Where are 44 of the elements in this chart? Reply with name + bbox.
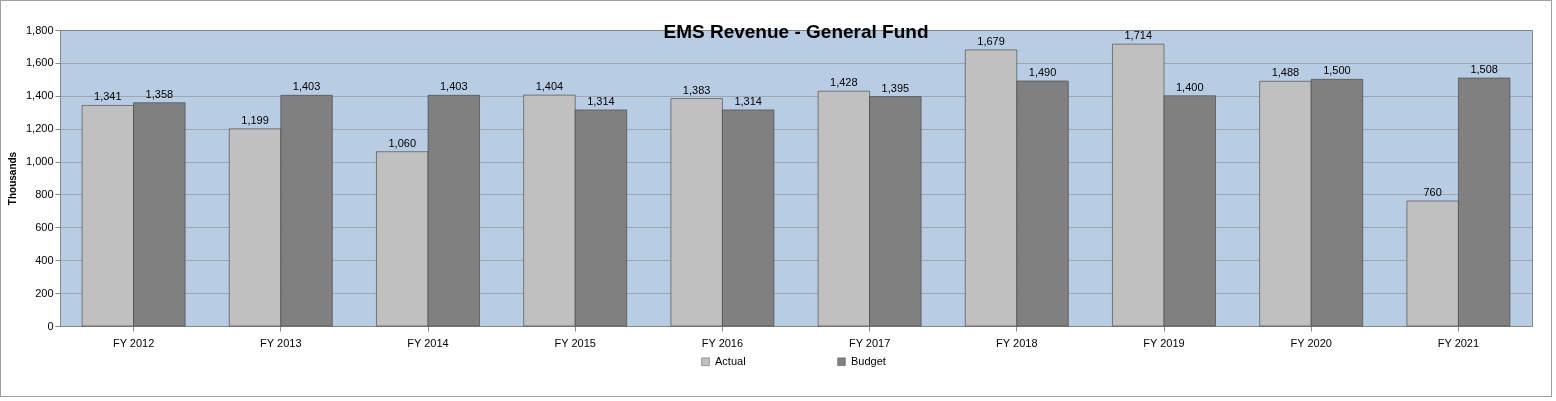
data-label: 1,508 — [1470, 63, 1498, 76]
data-label: 1,403 — [439, 80, 468, 93]
y-axis-title: Thousands — [6, 151, 18, 206]
x-tick-label: FY 2016 — [701, 336, 744, 349]
x-tick-label: FY 2018 — [996, 336, 1038, 349]
data-label: 1,428 — [830, 76, 858, 89]
legend-label: Budget — [851, 354, 886, 367]
x-tick-label: FY 2013 — [260, 336, 302, 349]
data-label: 1,490 — [1028, 65, 1057, 78]
data-label: 760 — [1423, 186, 1442, 199]
data-label: 1,714 — [1124, 29, 1153, 42]
x-tick-label: FY 2012 — [112, 336, 155, 349]
data-label: 1,358 — [145, 87, 174, 100]
data-label: 1,679 — [977, 34, 1005, 47]
y-tick-label: 800 — [35, 187, 54, 200]
data-label: 1,383 — [682, 83, 711, 96]
y-tick-label: 0 — [47, 319, 54, 332]
y-tick-label: 600 — [35, 220, 54, 233]
y-tick-label: 1,400 — [25, 89, 54, 102]
x-tick-label: FY 2017 — [848, 336, 891, 349]
y-tick-label: 1,600 — [25, 56, 54, 69]
data-label: 1,488 — [1271, 66, 1300, 79]
y-tick-label: 400 — [35, 253, 54, 266]
x-tick-label: FY 2015 — [554, 336, 596, 349]
data-label: 1,199 — [241, 113, 269, 126]
data-label: 1,341 — [94, 90, 122, 103]
x-tick-label: FY 2020 — [1290, 336, 1332, 349]
legend-label: Actual — [715, 354, 746, 367]
x-tick-label: FY 2019 — [1143, 336, 1185, 349]
data-label: 1,500 — [1323, 64, 1351, 77]
data-label: 1,404 — [535, 80, 564, 93]
y-tick-label: 200 — [35, 286, 54, 299]
x-tick-label: FY 2021 — [1437, 336, 1480, 349]
data-label: 1,403 — [292, 80, 321, 93]
data-label: 1,400 — [1175, 80, 1204, 93]
y-tick-label: 1,000 — [25, 155, 54, 168]
data-label: 1,314 — [734, 94, 762, 107]
data-label: 1,395 — [881, 81, 910, 94]
data-label: 1,314 — [587, 94, 615, 107]
chart-title: EMS Revenue - General Fund — [663, 21, 929, 42]
data-label: 1,060 — [388, 136, 417, 149]
x-tick-label: FY 2014 — [407, 336, 449, 349]
y-tick-label: 1,200 — [25, 122, 54, 135]
y-tick-label: 1,800 — [25, 23, 54, 36]
